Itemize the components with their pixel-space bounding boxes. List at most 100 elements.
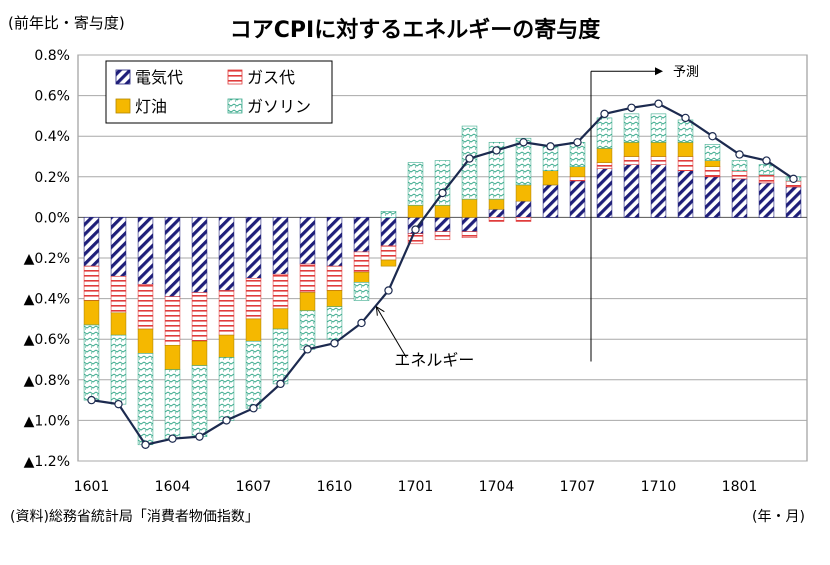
bar-gas [704, 166, 721, 178]
energy-point [87, 395, 96, 405]
bar-kerosene [407, 204, 424, 218]
bars [83, 113, 802, 446]
bar-gasoline [704, 144, 721, 161]
energy-point [681, 113, 690, 123]
energy-annotation-leader [375, 306, 407, 358]
bar-gasoline [380, 211, 397, 218]
bar-electricity [353, 217, 370, 253]
bar-electricity [650, 164, 667, 218]
bar-gas [650, 156, 667, 165]
energy-annotation: エネルギー [375, 305, 474, 369]
bar-electricity [218, 217, 235, 291]
energy-point [276, 379, 285, 389]
bar-gasoline [353, 282, 370, 301]
bar-kerosene [434, 204, 451, 218]
y-unit-label: (前年比・寄与度) [8, 14, 125, 32]
bar-gas [164, 296, 181, 346]
bar-electricity [569, 180, 586, 218]
bar-kerosene [191, 340, 208, 366]
x-tick-label: 1707 [560, 479, 596, 495]
forecast-marker: 予測 [590, 65, 699, 362]
bar-gasoline [218, 357, 235, 421]
bar-electricity [434, 217, 451, 232]
bar-electricity [245, 217, 262, 279]
bar-kerosene [83, 300, 100, 326]
energy-point [654, 99, 663, 108]
bar-gasoline [164, 369, 181, 439]
bar-kerosene [461, 198, 478, 218]
energy-point [168, 434, 177, 443]
bar-electricity [326, 217, 343, 267]
bar-kerosene [488, 198, 505, 210]
energy-point [708, 131, 717, 141]
bar-gas [515, 217, 532, 222]
bar-electricity [758, 182, 775, 218]
bar-kerosene [596, 148, 613, 163]
bar-gas [758, 174, 775, 184]
legend-item-electricity: 電気代 [115, 68, 183, 87]
bar-gasoline [758, 164, 775, 176]
bar-kerosene [164, 344, 181, 370]
bar-gas [380, 245, 397, 261]
y-tick-label: ▲0.6% [24, 332, 70, 348]
y-tick-label: 0.6% [34, 89, 70, 105]
legend-swatch-electricity [115, 69, 131, 85]
bar-electricity [596, 168, 613, 218]
y-axis-ticks: 0.8% 0.6% 0.4% 0.2% 0.0% ▲0.2% ▲0.4% ▲0.6% ▲0.8%… [24, 48, 70, 470]
bar-gasoline [191, 365, 208, 437]
energy-point [735, 150, 744, 159]
bar-gas [245, 277, 262, 320]
bar-gas [218, 290, 235, 336]
y-tick-label: ▲1.0% [24, 413, 70, 429]
energy-point [114, 399, 123, 409]
bar-gas [110, 275, 127, 314]
energy-point [141, 440, 150, 449]
energy-point [546, 142, 555, 151]
legend: 電気代 ガス代 灯油 ガソリン [105, 60, 333, 124]
bar-kerosene [677, 141, 694, 157]
energy-point [492, 146, 501, 155]
bar-electricity [272, 217, 289, 275]
y-tick-label: ▲1.2% [24, 454, 70, 470]
bar-gasoline [488, 141, 505, 200]
x-tick-label: 1607 [236, 479, 272, 495]
bar-electricity [677, 170, 694, 218]
bar-electricity [623, 164, 640, 218]
energy-point [411, 225, 420, 234]
bar-kerosene [623, 141, 640, 157]
x-tick-label: 1604 [155, 479, 191, 495]
bar-kerosene [218, 334, 235, 358]
y-tick-label: ▲0.8% [24, 373, 70, 389]
energy-point [357, 318, 366, 328]
legend-swatch-gas [227, 69, 243, 85]
legend-swatch-gasoline [227, 98, 243, 114]
legend-item-gasoline: ガソリン [227, 97, 311, 116]
bar-gasoline [326, 306, 343, 340]
bar-gas [569, 176, 586, 182]
y-tick-label: ▲0.2% [24, 251, 70, 267]
y-tick-label: 0.8% [34, 48, 70, 64]
energy-point [627, 103, 636, 112]
forecast-arrow-head [655, 67, 663, 76]
bar-kerosene [299, 292, 316, 312]
bar-kerosene [569, 166, 586, 178]
x-tick-label: 1710 [641, 479, 677, 495]
bar-gas [434, 231, 451, 241]
bar-gasoline [650, 113, 667, 143]
bar-electricity [164, 217, 181, 297]
bar-kerosene [353, 271, 370, 283]
bar-gas [272, 273, 289, 310]
energy-point [573, 138, 582, 147]
bar-gasoline [245, 340, 262, 409]
bar-gasoline [83, 324, 100, 401]
energy-point [249, 404, 258, 413]
source-note: (資料)総務省統計局「消費者物価指数」 [10, 509, 259, 525]
bar-kerosene [137, 328, 154, 354]
energy-point [222, 416, 231, 425]
legend-box [105, 60, 333, 124]
bar-gasoline [596, 117, 613, 149]
legend-label-electricity: 電気代 [135, 68, 183, 87]
bar-gasoline [137, 353, 154, 446]
energy-point [438, 188, 447, 198]
bar-kerosene [380, 259, 397, 267]
